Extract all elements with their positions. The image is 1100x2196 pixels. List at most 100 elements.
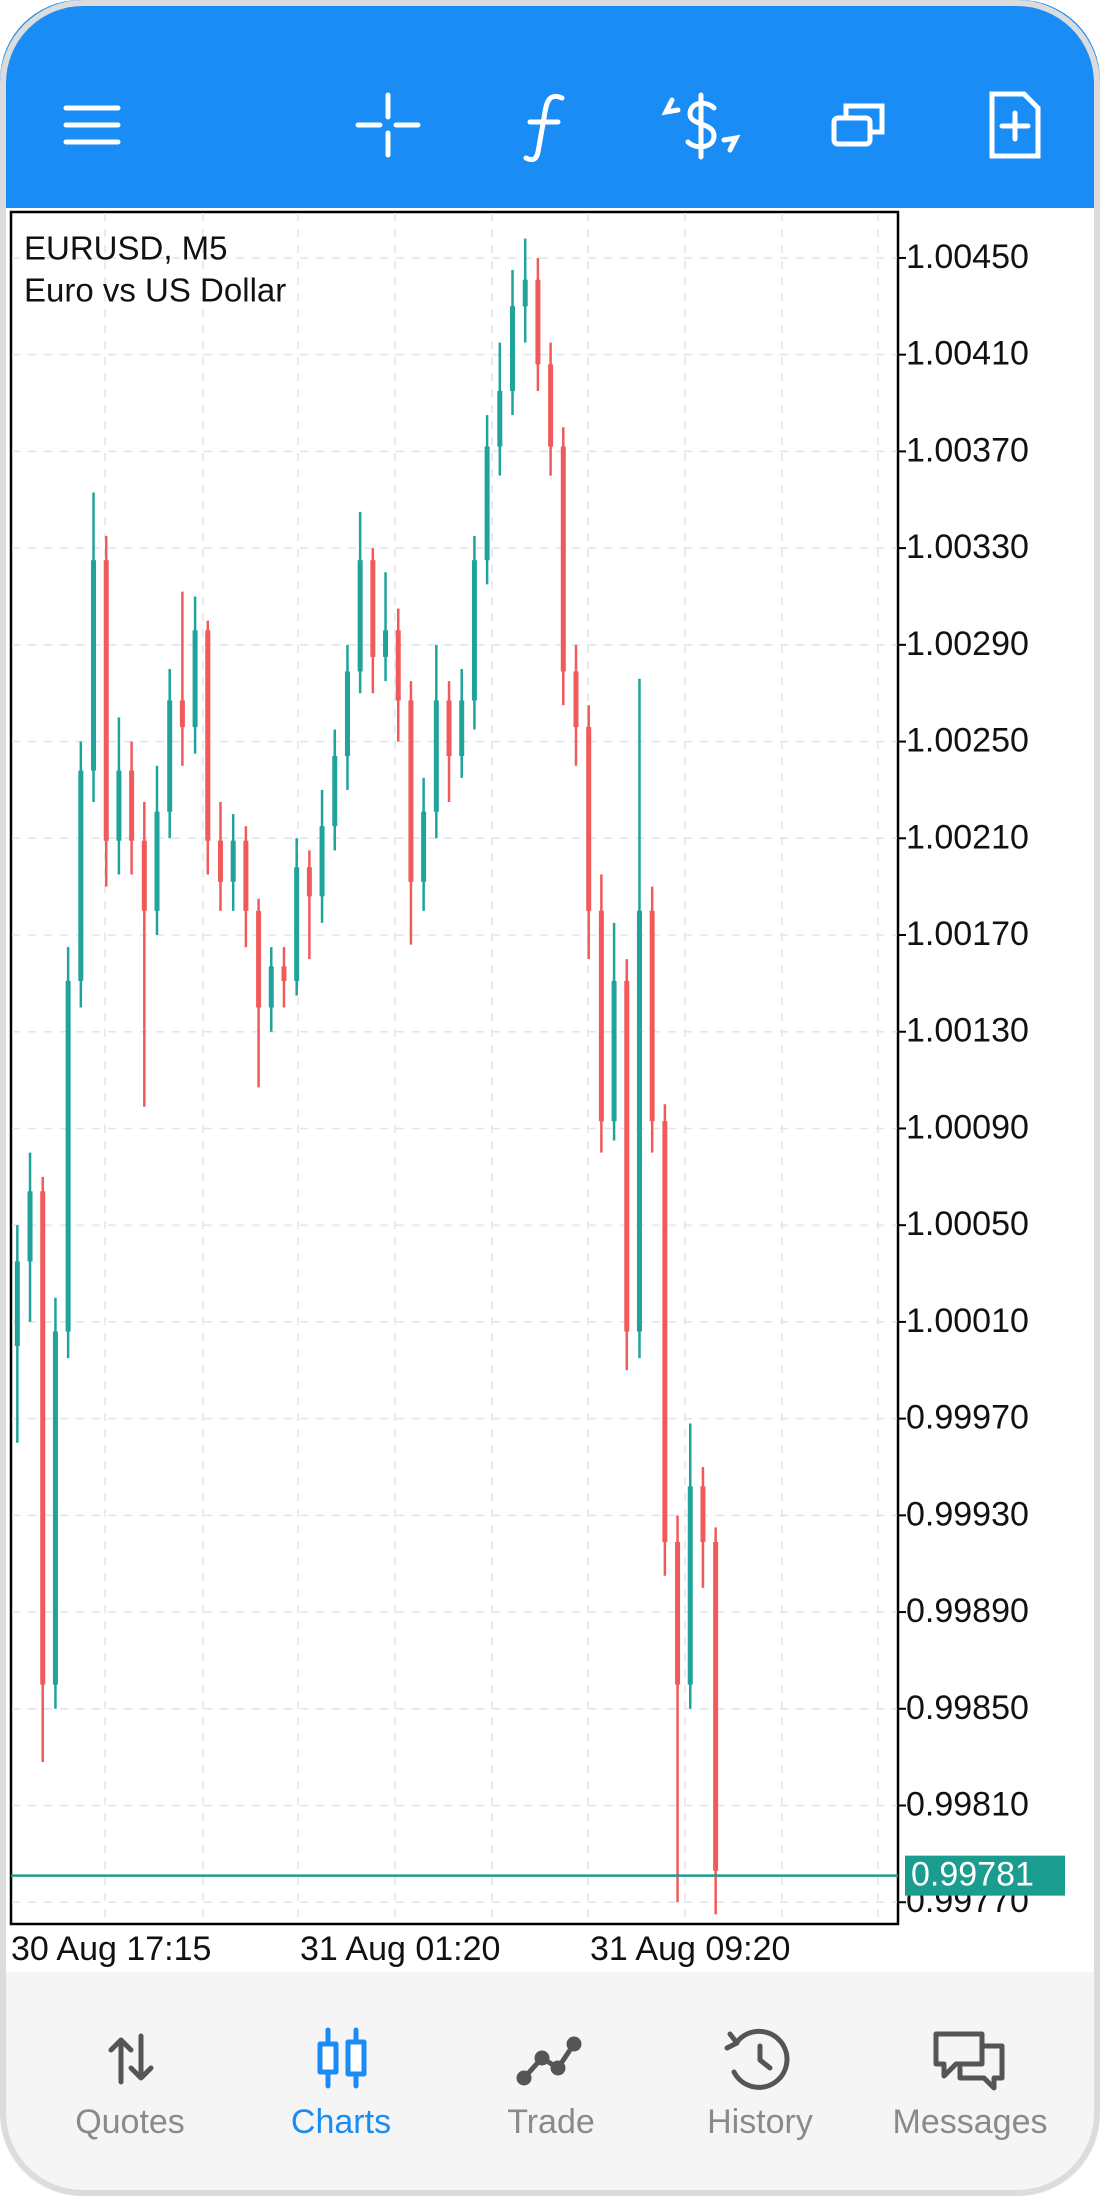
- trade-icon: [516, 2036, 582, 2086]
- last-price-box: [905, 1855, 1065, 1896]
- y-tick-label: 1.00290: [906, 625, 1029, 663]
- y-tick-label: 1.00210: [906, 818, 1029, 856]
- candle-body: [459, 700, 465, 757]
- candle-body: [344, 671, 350, 757]
- y-tick-label: 1.00330: [906, 528, 1029, 566]
- bottom-nav: [0, 1972, 1100, 2196]
- candle-body: [141, 840, 147, 911]
- candle-body: [217, 840, 223, 882]
- candle-body: [662, 1121, 668, 1542]
- candle-body: [205, 630, 211, 841]
- vertical-grid: [104, 213, 879, 1923]
- y-tick-label: 1.00090: [906, 1108, 1029, 1146]
- y-tick-label: 1.00170: [906, 915, 1029, 953]
- candle-body: [167, 700, 173, 812]
- candle-body: [129, 770, 135, 841]
- trade-button[interactable]: [661, 92, 741, 160]
- candle-body: [40, 1191, 46, 1685]
- tab-label[interactable]: Messages: [893, 2103, 1048, 2141]
- candle-body: [649, 910, 655, 1122]
- candle-body: [586, 727, 592, 911]
- charts-icon: [317, 2027, 367, 2089]
- candle-body: [91, 560, 97, 771]
- candle-body: [179, 700, 185, 728]
- candle-body: [484, 446, 490, 561]
- candle-body: [116, 770, 122, 841]
- y-tick-label: 0.99890: [906, 1592, 1029, 1630]
- indicators-button[interactable]: [523, 94, 565, 163]
- y-tick-label: 1.00130: [906, 1012, 1029, 1050]
- candle-body: [357, 560, 363, 672]
- candle-body: [370, 560, 376, 657]
- candle-body: [624, 980, 630, 1332]
- candle-body: [243, 840, 249, 911]
- quotes-icon: [108, 2033, 154, 2085]
- tab-label[interactable]: Trade: [507, 2103, 595, 2141]
- candle-body: [268, 966, 274, 1008]
- toolbar: [0, 0, 1100, 208]
- candle-body: [611, 980, 617, 1122]
- last-price-label: 0.99781: [911, 1856, 1034, 1894]
- y-tick-label: 1.00250: [906, 722, 1029, 760]
- candle-body: [687, 1486, 693, 1685]
- candle-body: [281, 966, 287, 981]
- messages-icon: [933, 2031, 1005, 2091]
- history-icon: [724, 2028, 790, 2090]
- menu-button[interactable]: [63, 105, 121, 145]
- candle-body: [78, 770, 84, 981]
- tab-label[interactable]: Quotes: [75, 2103, 185, 2141]
- candle-body: [548, 364, 554, 447]
- candle-body: [636, 910, 642, 1332]
- candle-body: [497, 390, 503, 447]
- candle-body: [332, 756, 338, 827]
- windows-button[interactable]: [831, 103, 885, 147]
- y-tick-label: 1.00010: [906, 1302, 1029, 1340]
- y-tick-label: 0.99970: [906, 1399, 1029, 1437]
- y-tick-label: 1.00050: [906, 1205, 1029, 1243]
- candle-body: [471, 560, 477, 701]
- candle-body: [675, 1541, 681, 1685]
- x-tick-label: 31 Aug 01:20: [300, 1930, 500, 1968]
- new-order-button[interactable]: [989, 91, 1041, 159]
- plot: [11, 238, 906, 1915]
- y-tick-label: 1.00450: [906, 238, 1029, 276]
- candle-body: [230, 840, 236, 882]
- y-tick-label: 0.99810: [906, 1785, 1029, 1823]
- tab-bar: Quotes Charts Trade History Messages: [75, 2103, 1047, 2141]
- crosshair-button[interactable]: [355, 92, 421, 158]
- candle-body: [446, 700, 452, 757]
- candle-body: [573, 671, 579, 728]
- candle-body: [256, 910, 262, 1008]
- candle-body: [14, 1261, 20, 1347]
- chart-description: Euro vs US Dollar: [24, 272, 286, 309]
- tab-label[interactable]: Charts: [291, 2103, 391, 2141]
- y-tick-label: 1.00410: [906, 335, 1029, 373]
- y-tick-label: 0.99850: [906, 1689, 1029, 1727]
- x-tick-label: 30 Aug 17:15: [11, 1930, 211, 1968]
- candle-body: [433, 700, 439, 812]
- candle-body: [598, 910, 604, 1122]
- candle-body: [65, 980, 71, 1332]
- candle-body: [700, 1486, 706, 1542]
- candle-body: [103, 560, 109, 841]
- candle-body: [383, 630, 389, 657]
- candle-body: [408, 700, 414, 882]
- candle-body: [522, 279, 528, 307]
- candle-body: [535, 279, 541, 365]
- y-tick-label: 1.00370: [906, 431, 1029, 469]
- candle-body: [294, 867, 300, 981]
- candle-body: [319, 826, 325, 897]
- candle-body: [154, 811, 160, 911]
- candle-body: [52, 1331, 58, 1685]
- x-tick-label: 31 Aug 09:20: [590, 1930, 790, 1968]
- candle-body: [560, 446, 566, 672]
- tab-label[interactable]: History: [707, 2103, 813, 2141]
- candle-body: [713, 1541, 719, 1871]
- chart-symbol: EURUSD, M5: [24, 230, 228, 267]
- candle-body: [192, 630, 198, 728]
- candle-body: [421, 811, 427, 882]
